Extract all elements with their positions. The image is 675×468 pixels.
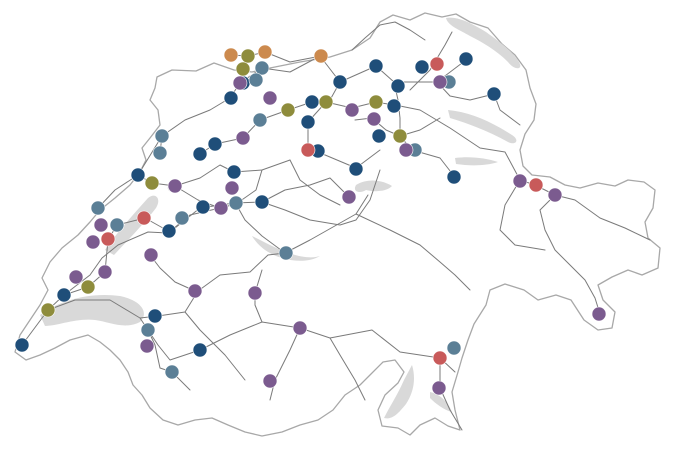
lake-maggiore (384, 365, 414, 419)
station-marker (278, 245, 294, 261)
station-marker (154, 128, 170, 144)
lake-geneva (40, 294, 144, 326)
station-marker (147, 308, 163, 324)
station-marker (235, 61, 251, 77)
station-marker (90, 200, 106, 216)
station-marker (300, 114, 316, 130)
station-marker (14, 337, 30, 353)
station-marker (432, 74, 448, 90)
station-marker (344, 102, 360, 118)
station-marker (228, 195, 244, 211)
station-marker (292, 320, 308, 336)
station-marker (40, 302, 56, 318)
lakes (40, 17, 521, 419)
station-marker (223, 47, 239, 63)
station-marker (85, 234, 101, 250)
station-marker (386, 98, 402, 114)
station-marker (431, 380, 447, 396)
station-marker (547, 187, 563, 203)
station-marker (446, 169, 462, 185)
station-marker (224, 180, 240, 196)
station-marker (341, 189, 357, 205)
lake-lugano (430, 392, 452, 412)
station-marker (97, 264, 113, 280)
station-marker (143, 247, 159, 263)
station-marker (130, 167, 146, 183)
station-marker (371, 128, 387, 144)
station-marker (591, 306, 607, 322)
station-marker (432, 350, 448, 366)
station-marker (512, 173, 528, 189)
station-marker (429, 56, 445, 72)
station-marker (446, 340, 462, 356)
station-marker (232, 75, 248, 91)
station-marker (366, 111, 382, 127)
station-marker (187, 283, 203, 299)
station-marker (192, 342, 208, 358)
station-marker (254, 60, 270, 76)
station-marker (313, 48, 329, 64)
station-marker (280, 102, 296, 118)
station-marker (240, 48, 256, 64)
lake-constance (446, 17, 521, 69)
station-marker (262, 373, 278, 389)
station-marker (248, 72, 264, 88)
station-marker (144, 175, 160, 191)
station-marker (140, 322, 156, 338)
station-marker (207, 136, 223, 152)
station-markers (14, 44, 607, 396)
station-marker (348, 161, 364, 177)
station-marker (195, 199, 211, 215)
station-marker (223, 90, 239, 106)
station-marker (392, 128, 408, 144)
lake-walensee (455, 157, 498, 166)
station-marker (139, 338, 155, 354)
station-marker (332, 74, 348, 90)
lake-neuchatel (105, 195, 159, 255)
lake-lucerne (354, 180, 392, 193)
station-marker (109, 217, 125, 233)
station-marker (262, 90, 278, 106)
station-marker (136, 210, 152, 226)
station-marker (100, 231, 116, 247)
station-marker (528, 177, 544, 193)
station-marker (398, 142, 414, 158)
station-marker (68, 269, 84, 285)
station-marker (414, 59, 430, 75)
station-marker (161, 223, 177, 239)
station-marker (192, 146, 208, 162)
station-marker (300, 142, 316, 158)
station-marker (458, 51, 474, 67)
station-marker (257, 44, 273, 60)
station-marker (390, 78, 406, 94)
station-marker (167, 178, 183, 194)
station-marker (56, 287, 72, 303)
station-marker (368, 94, 384, 110)
station-marker (368, 58, 384, 74)
station-marker (213, 200, 229, 216)
station-marker (93, 217, 109, 233)
station-marker (80, 279, 96, 295)
station-marker (486, 86, 502, 102)
station-marker (174, 210, 190, 226)
station-marker (252, 112, 268, 128)
station-marker (235, 130, 251, 146)
station-marker (247, 285, 263, 301)
station-marker (318, 94, 334, 110)
lake-zurich (448, 110, 517, 144)
station-marker (152, 145, 168, 161)
station-marker (304, 94, 320, 110)
station-marker (226, 164, 242, 180)
station-marker (164, 364, 180, 380)
station-marker (254, 194, 270, 210)
